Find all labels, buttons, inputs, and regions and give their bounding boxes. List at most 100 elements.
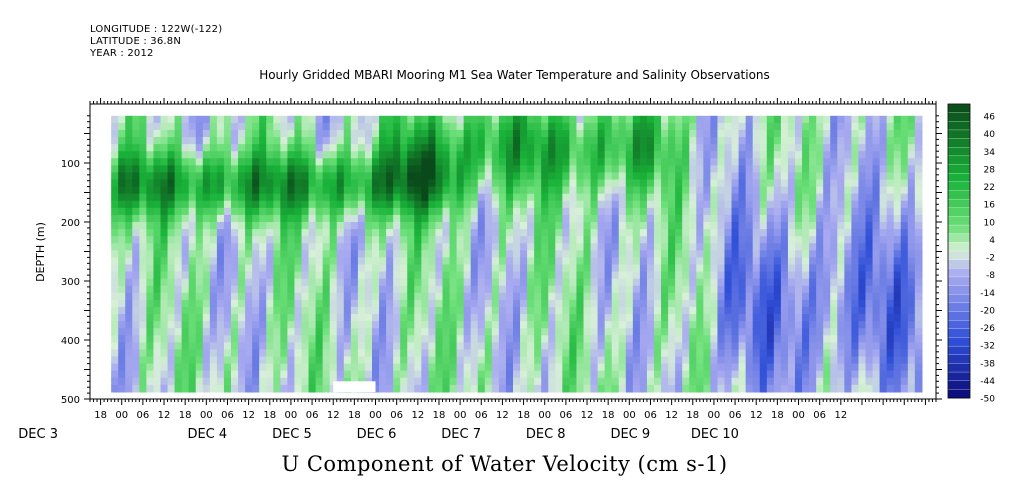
- heatmap-cell: [576, 115, 585, 124]
- heatmap-cell: [851, 179, 860, 188]
- heatmap-cell: [745, 278, 754, 287]
- heatmap-cell: [802, 158, 810, 166]
- heatmap-cell: [484, 151, 493, 159]
- heatmap-cell: [654, 229, 662, 237]
- heatmap-cell: [696, 384, 704, 393]
- heatmap-cell: [710, 229, 719, 237]
- heatmap-cell: [907, 363, 916, 372]
- heatmap-cell: [710, 158, 719, 166]
- heatmap-cell: [266, 370, 274, 379]
- heatmap-cell: [245, 356, 253, 365]
- heatmap-cell: [703, 151, 711, 159]
- heatmap-cell: [872, 377, 881, 386]
- heatmap-cell: [858, 306, 867, 315]
- heatmap-cell: [682, 271, 690, 280]
- heatmap-cell: [456, 129, 465, 138]
- heatmap-cell: [590, 328, 599, 336]
- heatmap-cell: [625, 179, 634, 188]
- heatmap-cell: [132, 356, 140, 365]
- heatmap-cell: [851, 122, 860, 131]
- heatmap-cell: [308, 335, 317, 343]
- heatmap-cell: [315, 349, 324, 358]
- heatmap-cell: [632, 236, 641, 244]
- heatmap-cell: [675, 250, 683, 258]
- heatmap-cell: [802, 356, 810, 365]
- heatmap-cell: [576, 137, 585, 145]
- heatmap-cell: [900, 342, 909, 351]
- heatmap-cell: [844, 222, 852, 230]
- heatmap-cell: [280, 264, 288, 273]
- heatmap-cell: [886, 229, 895, 237]
- heatmap-cell: [625, 151, 634, 159]
- heatmap-cell: [118, 356, 126, 365]
- heatmap-cell: [231, 356, 239, 365]
- heatmap-cell: [428, 328, 437, 336]
- heatmap-cell: [301, 193, 310, 202]
- heatmap-cell: [118, 250, 126, 258]
- heatmap-cell: [872, 207, 881, 216]
- heatmap-cell: [322, 222, 331, 230]
- heatmap-cell: [604, 356, 613, 365]
- heatmap-cell: [400, 306, 408, 315]
- heatmap-cell: [498, 278, 507, 287]
- heatmap-cell: [216, 229, 225, 237]
- heatmap-cell: [703, 292, 711, 301]
- heatmap-cell: [153, 129, 162, 138]
- heatmap-cell: [583, 314, 592, 322]
- heatmap-cell: [463, 193, 472, 202]
- heatmap-cell: [153, 314, 162, 322]
- heatmap-cell: [139, 250, 147, 258]
- heatmap-cell: [393, 200, 401, 209]
- heatmap-cell: [442, 271, 451, 280]
- heatmap-cell: [625, 186, 634, 195]
- heatmap-cell: [414, 243, 422, 251]
- heatmap-cell: [315, 342, 324, 351]
- heatmap-cell: [865, 356, 874, 365]
- heatmap-cell: [661, 342, 669, 351]
- heatmap-cell: [738, 363, 747, 372]
- heatmap-cell: [766, 384, 775, 393]
- heatmap-cell: [886, 236, 895, 244]
- heatmap-cell: [872, 214, 881, 223]
- heatmap-cell: [520, 377, 528, 386]
- heatmap-cell: [223, 186, 232, 195]
- heatmap-cell: [625, 207, 634, 216]
- heatmap-cell: [238, 115, 246, 124]
- heatmap-cell: [562, 377, 570, 386]
- heatmap-cell: [886, 243, 895, 251]
- heatmap-cell: [449, 122, 458, 131]
- heatmap-cell: [435, 292, 444, 301]
- heatmap-cell: [837, 299, 845, 308]
- heatmap-cell: [520, 179, 528, 188]
- heatmap-cell: [639, 243, 648, 251]
- heatmap-cell: [562, 229, 570, 237]
- heatmap-cell: [907, 207, 916, 216]
- heatmap-cell: [343, 129, 352, 138]
- heatmap-cell: [562, 384, 570, 393]
- heatmap-cell: [703, 200, 711, 209]
- heatmap-cell: [886, 200, 895, 209]
- heatmap-cell: [477, 186, 486, 195]
- heatmap-cell: [252, 299, 260, 308]
- heatmap-cell: [195, 122, 204, 131]
- heatmap-cell: [682, 335, 690, 343]
- heatmap-cell: [590, 257, 599, 266]
- heatmap-cell: [379, 349, 387, 358]
- heatmap-cell: [703, 271, 711, 280]
- heatmap-cell: [837, 264, 845, 273]
- heatmap-cell: [632, 129, 641, 138]
- heatmap-cell: [780, 172, 789, 181]
- heatmap-cell: [731, 129, 740, 138]
- heatmap-cell: [731, 243, 740, 251]
- heatmap-cell: [343, 271, 352, 280]
- heatmap-cell: [343, 186, 352, 195]
- heatmap-cell: [766, 200, 775, 209]
- heatmap-cell: [703, 122, 711, 131]
- heatmap-cell: [463, 229, 472, 237]
- heatmap-cell: [202, 165, 211, 174]
- heatmap-cell: [449, 207, 458, 216]
- heatmap-cell: [259, 363, 267, 372]
- heatmap-cell: [809, 179, 817, 188]
- heatmap-cell: [773, 165, 782, 174]
- heatmap-cell: [654, 356, 662, 365]
